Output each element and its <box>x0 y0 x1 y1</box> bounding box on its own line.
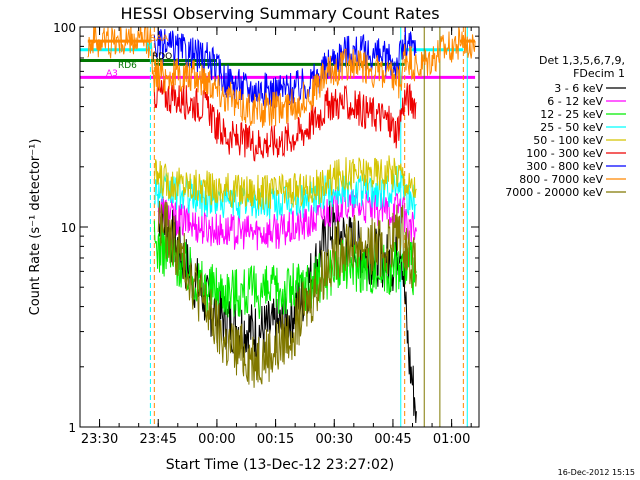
y-axis-label: Count Rate (s⁻¹ detector⁻¹) <box>28 139 43 316</box>
series-line-7 <box>153 27 417 109</box>
y-tick-label: 100 <box>53 21 76 35</box>
flag-label: N <box>146 42 153 52</box>
y-tick-label: 1 <box>68 421 76 435</box>
timestamp: 16-Dec-2012 15:15 <box>558 468 635 477</box>
legend-header: Det 1,3,5,6,7,9, <box>539 54 625 67</box>
flag-label: SAA <box>150 34 169 44</box>
x-tick-label: 23:45 <box>140 432 177 447</box>
chart-title: HESSI Observing Summary Count Rates <box>120 4 439 23</box>
legend-entry-label: 6 - 12 keV <box>547 95 603 108</box>
legend-entry-label: 12 - 25 keV <box>540 108 603 121</box>
x-tick-label: 23:30 <box>81 432 118 447</box>
y-tick-label: 10 <box>61 221 76 235</box>
x-tick-label: 00:00 <box>198 432 235 447</box>
series-line-6 <box>153 77 417 162</box>
legend-header: FDecim 1 <box>573 67 625 80</box>
flag-label: RDO <box>152 52 172 62</box>
series-line-8 <box>87 27 476 128</box>
legend-entry-label: 25 - 50 keV <box>540 121 603 134</box>
series-line-5 <box>153 155 417 210</box>
legend-entry-label: 3 - 6 keV <box>554 82 603 95</box>
legend-entry-label: 800 - 7000 keV <box>519 173 603 186</box>
series-line-9 <box>157 200 417 388</box>
flag-label: A3 <box>106 69 118 79</box>
flag-label: RD6 <box>118 61 137 71</box>
x-axis-label: Start Time (13-Dec-12 23:27:02) <box>166 457 394 473</box>
legend-entry-label: 7000 - 20000 keV <box>505 186 603 199</box>
x-tick-label: 01:00 <box>433 432 470 447</box>
x-tick-label: 00:45 <box>374 432 411 447</box>
legend-entry-label: 50 - 100 keV <box>533 134 603 147</box>
x-tick-label: 00:30 <box>316 432 353 447</box>
legend-entry-label: 100 - 300 keV <box>526 147 603 160</box>
legend-entry-label: 300 - 800 keV <box>526 160 603 173</box>
x-tick-label: 00:15 <box>257 432 294 447</box>
